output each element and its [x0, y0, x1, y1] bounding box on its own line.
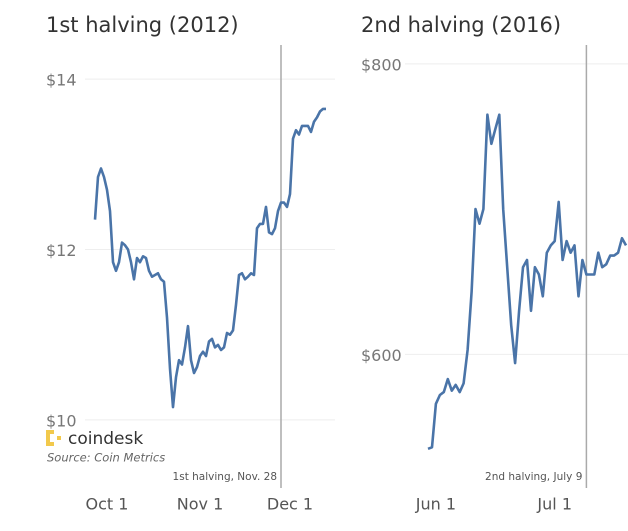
- price-line: [93, 107, 326, 409]
- source-note: Source: Coin Metrics: [47, 451, 165, 465]
- x-tick-label: Oct 1: [86, 495, 129, 514]
- x-tick-label: Jul 1: [536, 495, 572, 514]
- logo-icon: [46, 430, 61, 446]
- x-tick-label: Dec 1: [267, 495, 313, 514]
- y-tick-label: $12: [46, 241, 77, 260]
- chart-title: 2nd halving (2016): [361, 13, 561, 37]
- price-line: [427, 113, 628, 451]
- y-tick-label: $14: [46, 71, 77, 90]
- halving-label: 1st halving, Nov. 28: [173, 471, 277, 483]
- x-tick-label: Jun 1: [415, 495, 456, 514]
- chart-title: 1st halving (2012): [46, 13, 239, 37]
- y-tick-label: $800: [361, 55, 402, 74]
- y-tick-label: $600: [361, 346, 402, 365]
- logo-text: coindesk: [68, 429, 143, 449]
- x-tick-label: Nov 1: [177, 495, 224, 514]
- y-tick-label: $10: [46, 411, 77, 430]
- halving-label: 2nd halving, July 9: [485, 471, 582, 483]
